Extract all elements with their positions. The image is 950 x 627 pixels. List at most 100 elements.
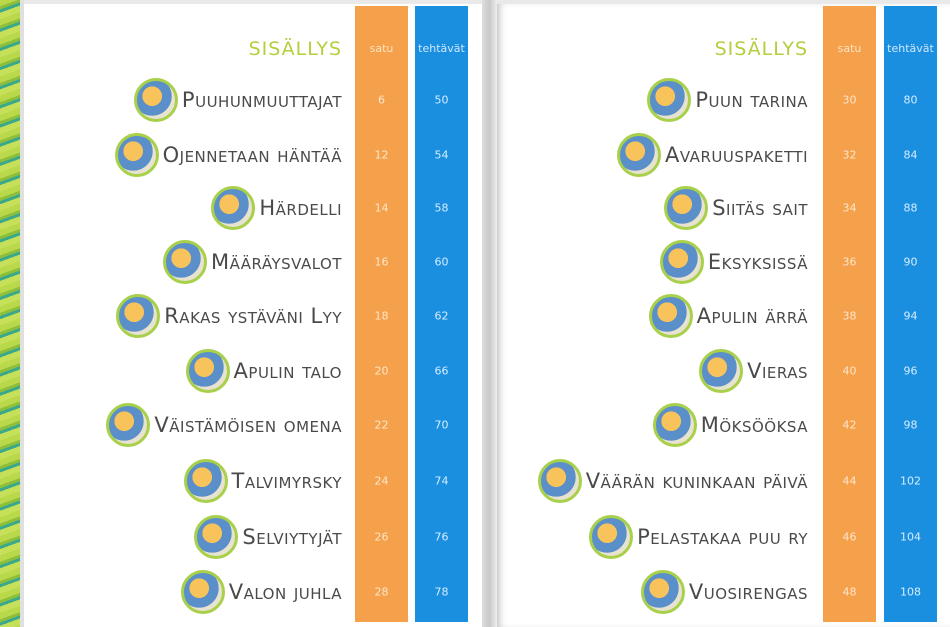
story-illustration-icon (133, 78, 178, 122)
toc-title: SISÄLLYS (248, 38, 342, 60)
satu-page-number[interactable]: 46 (842, 530, 857, 544)
toc-entry[interactable]: Avaruuspaketti (617, 131, 808, 179)
satu-page-number[interactable]: 38 (842, 309, 857, 323)
satu-page-number[interactable]: 14 (374, 201, 389, 215)
satu-page-number[interactable]: 32 (842, 148, 857, 162)
story-title: Vieras (747, 359, 808, 383)
story-illustration-icon (537, 459, 582, 503)
story-illustration-icon (114, 133, 159, 177)
satu-page-number[interactable]: 30 (842, 93, 857, 107)
toc-entry[interactable]: Pelastakaa puu ry (589, 513, 808, 561)
story-title: Väärän kuninkaan päivä (585, 469, 808, 493)
tehtavat-page-number[interactable]: 80 (903, 93, 918, 107)
story-illustration-icon (664, 186, 709, 230)
toc-entry[interactable]: Vieras (699, 347, 808, 395)
story-illustration-icon (589, 515, 634, 559)
tehtavat-page-number[interactable]: 70 (434, 418, 449, 432)
toc-entry[interactable]: Rakas ystäväni Lyy (116, 292, 342, 340)
story-title: Ojennetaan häntää (162, 143, 342, 167)
left-page: SISÄLLYS satu 6 12 14 16 18 20 22 24 26 28 tehtävät 5… (24, 4, 482, 627)
toc-entry[interactable]: Selviytyjät (194, 513, 342, 561)
story-title: Määräysvalot (210, 250, 342, 274)
toc-title: SISÄLLYS (714, 38, 808, 60)
toc-entry[interactable]: Väärän kuninkaan päivä (537, 457, 808, 505)
satu-page-number[interactable]: 34 (842, 201, 857, 215)
story-title: Vuosirengas (688, 580, 808, 604)
tehtavat-page-number[interactable]: 76 (434, 530, 449, 544)
cover-edge (0, 0, 24, 627)
satu-page-number[interactable]: 42 (842, 418, 857, 432)
story-title: Valon juhla (228, 580, 342, 604)
satu-page-number[interactable]: 22 (374, 418, 389, 432)
toc-entry[interactable]: Puuhunmuuttajat (133, 76, 342, 124)
tehtavat-page-number[interactable]: 78 (434, 585, 449, 599)
tehtavat-column: tehtävät 80 84 88 90 94 96 98 102 104 108 (884, 6, 937, 622)
tehtavat-page-number[interactable]: 90 (903, 255, 918, 269)
toc-entry[interactable]: Apulin talo (185, 347, 342, 395)
tehtavat-page-number[interactable]: 54 (434, 148, 449, 162)
tehtavat-page-number[interactable]: 108 (900, 585, 921, 599)
toc-entry[interactable]: Möksööksa (652, 401, 808, 449)
story-title: Härdelli (259, 196, 342, 220)
satu-page-number[interactable]: 44 (842, 474, 857, 488)
tehtavat-page-number[interactable]: 74 (434, 474, 449, 488)
tehtavat-page-number[interactable]: 98 (903, 418, 918, 432)
toc-entry[interactable]: Talvimyrsky (183, 457, 343, 505)
toc-entry[interactable]: Ojennetaan häntää (114, 131, 342, 179)
tehtavat-page-number[interactable]: 104 (900, 530, 921, 544)
satu-header: satu (369, 42, 394, 55)
satu-page-number[interactable]: 16 (374, 255, 389, 269)
satu-page-number[interactable]: 18 (374, 309, 389, 323)
satu-header: satu (837, 42, 862, 55)
toc-entry[interactable]: Härdelli (211, 184, 342, 232)
story-title: Puuhunmuuttajat (181, 88, 342, 112)
satu-page-number[interactable]: 26 (374, 530, 389, 544)
story-title: Siitäs sait (712, 196, 808, 220)
tehtavat-page-number[interactable]: 50 (434, 93, 449, 107)
tehtavat-column: tehtävät 50 54 58 60 62 66 70 74 76 78 (415, 6, 468, 622)
tehtavat-page-number[interactable]: 94 (903, 309, 918, 323)
toc-entry[interactable]: Apulin ärrä (648, 292, 808, 340)
right-page: SISÄLLYS satu 30 32 34 36 38 40 42 44 46 48 tehtävät… (497, 4, 950, 627)
satu-page-number[interactable]: 28 (374, 585, 389, 599)
tehtavat-page-number[interactable]: 88 (903, 201, 918, 215)
toc-entry[interactable]: Valon juhla (180, 568, 342, 616)
tehtavat-page-number[interactable]: 60 (434, 255, 449, 269)
book-gutter (482, 0, 497, 627)
story-illustration-icon (640, 570, 685, 614)
satu-page-number[interactable]: 6 (378, 93, 385, 107)
story-illustration-icon (194, 515, 239, 559)
tehtavat-page-number[interactable]: 58 (434, 201, 449, 215)
story-title: Möksööksa (700, 413, 808, 437)
toc-entry[interactable]: Väistämöisen omena (106, 401, 342, 449)
tehtavat-page-number[interactable]: 66 (434, 364, 449, 378)
satu-page-number[interactable]: 20 (374, 364, 389, 378)
story-illustration-icon (659, 240, 704, 284)
toc-entry[interactable]: Puun tarina (647, 76, 808, 124)
story-illustration-icon (211, 186, 256, 230)
story-illustration-icon (617, 133, 662, 177)
story-title: Pelastakaa puu ry (637, 525, 808, 549)
story-title: Talvimyrsky (231, 469, 342, 493)
story-title: Eksyksissä (707, 250, 808, 274)
toc-entry[interactable]: Siitäs sait (664, 184, 808, 232)
tehtavat-header: tehtävät (418, 42, 465, 55)
story-illustration-icon (162, 240, 207, 284)
tehtavat-page-number[interactable]: 96 (903, 364, 918, 378)
satu-page-number[interactable]: 40 (842, 364, 857, 378)
story-illustration-icon (185, 349, 230, 393)
toc-entry[interactable]: Vuosirengas (640, 568, 808, 616)
tehtavat-page-number[interactable]: 102 (900, 474, 921, 488)
satu-page-number[interactable]: 48 (842, 585, 857, 599)
satu-page-number[interactable]: 12 (374, 148, 389, 162)
toc-entry[interactable]: Eksyksissä (659, 238, 808, 286)
toc-entry[interactable]: Määräysvalot (162, 238, 342, 286)
story-title: Puun tarina (695, 88, 808, 112)
story-title: Rakas ystäväni Lyy (164, 304, 342, 328)
tehtavat-page-number[interactable]: 62 (434, 309, 449, 323)
satu-column: satu 30 32 34 36 38 40 42 44 46 48 (823, 6, 876, 622)
satu-page-number[interactable]: 36 (842, 255, 857, 269)
satu-page-number[interactable]: 24 (374, 474, 389, 488)
story-title: Selviytyjät (242, 525, 342, 549)
tehtavat-page-number[interactable]: 84 (903, 148, 918, 162)
